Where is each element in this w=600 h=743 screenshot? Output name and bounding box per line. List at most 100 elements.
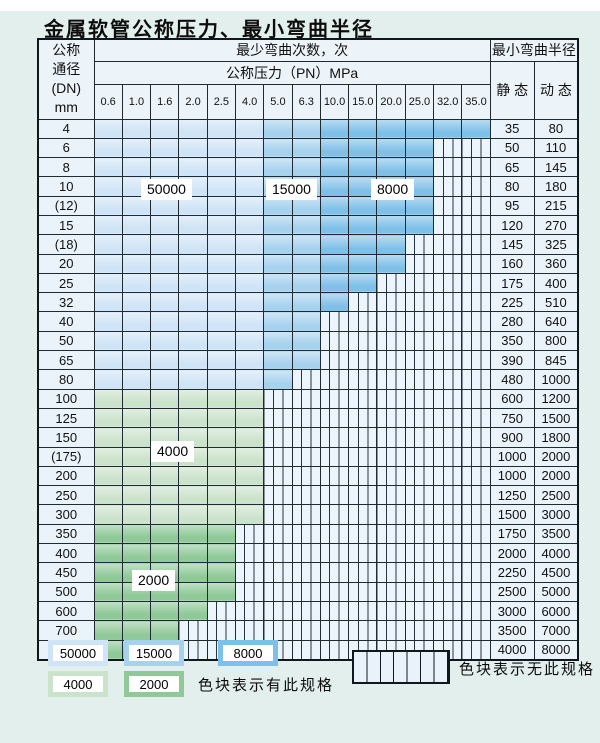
- spec-cell: [150, 272, 180, 294]
- no-spec-cell: [461, 562, 491, 583]
- dynamic-radius-value: 5000: [533, 581, 579, 602]
- no-spec-cell: [376, 272, 406, 294]
- table-row-dn-125: 125 750 1500: [37, 407, 579, 429]
- spec-cell: [178, 369, 208, 390]
- no-spec-cell: [433, 292, 463, 313]
- spec-cell: [234, 485, 265, 506]
- dn-value: 25: [37, 272, 95, 294]
- no-spec-cell: [348, 292, 378, 313]
- spec-cell: [376, 118, 406, 139]
- spec-cell: [291, 272, 321, 294]
- no-spec-cell: [404, 543, 435, 564]
- spec-cell: [319, 234, 350, 255]
- no-spec-cell: [263, 465, 293, 487]
- table-row-dn-80: 80 480 1000: [37, 369, 579, 390]
- no-spec-cell: [433, 157, 463, 178]
- spec-cell: [234, 311, 265, 332]
- no-spec-cell: [461, 407, 491, 429]
- no-spec-cell: [461, 292, 491, 313]
- spec-cell: [121, 504, 152, 525]
- spec-cell: [234, 118, 265, 139]
- spec-cell: [263, 137, 293, 159]
- no-spec-cell: [291, 407, 321, 429]
- no-spec-cell: [461, 330, 491, 352]
- no-spec-cell: [319, 562, 350, 583]
- no-spec-cell: [433, 388, 463, 409]
- pressure-col-0.6: 0.6: [93, 83, 123, 120]
- spec-cell: [319, 272, 350, 294]
- dn-value: 125: [37, 407, 95, 429]
- no-spec-cell: [263, 620, 293, 641]
- spec-cell: [121, 137, 152, 159]
- spec-cell: [178, 253, 208, 274]
- static-radius-value: 2250: [489, 562, 535, 583]
- no-spec-cell: [178, 639, 208, 661]
- static-radius-value: 35: [489, 118, 535, 139]
- no-spec-cell: [433, 407, 463, 429]
- spec-cell: [263, 369, 293, 390]
- table-row-dn-600: 600 3000 6000: [37, 600, 579, 622]
- dn-value: 250: [37, 485, 95, 506]
- no-spec-cell: [404, 427, 435, 448]
- spec-cell: [348, 157, 378, 178]
- dn-value: 32: [37, 292, 95, 313]
- spec-cell: [93, 118, 123, 139]
- pressure-col-20.0: 20.0: [376, 83, 406, 120]
- dn-value: 400: [37, 543, 95, 564]
- spec-cell: [121, 292, 152, 313]
- spec-cell: [291, 330, 321, 352]
- table-row-dn-700: 700 3500 7000: [37, 620, 579, 641]
- spec-cell: [150, 330, 180, 352]
- static-radius-value: 390: [489, 350, 535, 371]
- no-spec-cell: [319, 485, 350, 506]
- spec-cell: [178, 118, 208, 139]
- dn-value: 80: [37, 369, 95, 390]
- no-spec-cell: [433, 214, 463, 236]
- table-row-dn-18: (18) 145 325: [37, 234, 579, 255]
- no-spec-cell: [376, 427, 406, 448]
- dynamic-radius-value: 3500: [533, 523, 579, 545]
- spec-cell: [206, 292, 236, 313]
- no-spec-cell: [404, 388, 435, 409]
- no-spec-cell: [291, 504, 321, 525]
- spec-cell: [93, 214, 123, 236]
- static-radius-value: 1500: [489, 504, 535, 525]
- static-radius-value: 750: [489, 407, 535, 429]
- no-spec-cell: [404, 504, 435, 525]
- dynamic-radius-value: 4000: [533, 543, 579, 564]
- spec-cell: [93, 253, 123, 274]
- no-spec-cell: [461, 543, 491, 564]
- no-spec-cell: [461, 253, 491, 274]
- no-spec-cell: [348, 581, 378, 602]
- dn-value: 50: [37, 330, 95, 352]
- no-spec-cell: [263, 485, 293, 506]
- spec-table: 公称 通径 (DN) mm 最少弯曲次数，次 最小弯曲半径 公称压力（PN）MPa 静 态动 …: [37, 38, 580, 661]
- pressure-col-2.0: 2.0: [178, 83, 208, 120]
- no-spec-cell: [319, 427, 350, 448]
- no-spec-cell: [319, 639, 350, 661]
- no-spec-cell: [319, 369, 350, 390]
- static-radius-value: 65: [489, 157, 535, 178]
- table-row-dn-12: (12) 95 215: [37, 195, 579, 216]
- dynamic-column-header: 动 态: [533, 60, 579, 120]
- table-row-dn-6: 6 50 110: [37, 137, 579, 159]
- pressure-col-6.3: 6.3: [291, 83, 321, 120]
- static-radius-value: 2000: [489, 543, 535, 564]
- dynamic-radius-value: 6000: [533, 600, 579, 622]
- table-row-dn-65: 65 390 845: [37, 350, 579, 371]
- spec-cell: [291, 292, 321, 313]
- spec-cell: [178, 330, 208, 352]
- dn-value: 150: [37, 427, 95, 448]
- no-spec-cell: [404, 446, 435, 467]
- dynamic-radius-value: 270: [533, 214, 579, 236]
- spec-cell: [93, 311, 123, 332]
- spec-cell: [121, 311, 152, 332]
- no-spec-cell: [319, 388, 350, 409]
- no-spec-cell: [319, 330, 350, 352]
- spec-cell: [150, 388, 180, 409]
- pressure-col-4.0: 4.0: [234, 83, 265, 120]
- dn-value: 600: [37, 600, 95, 622]
- spec-cell: [178, 485, 208, 506]
- no-spec-cell: [433, 234, 463, 255]
